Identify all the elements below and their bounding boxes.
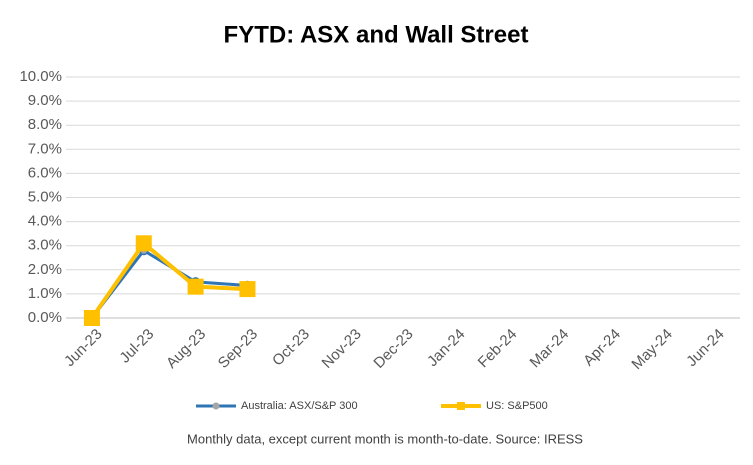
x-tick-label: Dec-23	[370, 326, 416, 372]
y-tick-label: 2.0%	[28, 261, 62, 278]
x-tick-label: Jul-23	[116, 326, 157, 367]
x-tick-label: Oct-23	[269, 326, 313, 370]
series-line	[90, 241, 248, 320]
marker	[239, 281, 256, 298]
legend-label: Australia: ASX/S&P 300	[241, 400, 358, 412]
y-tick-label: 10.0%	[19, 68, 62, 85]
legend-label: US: S&P500	[486, 400, 548, 412]
marker	[83, 310, 100, 326]
x-tick-label: Nov-23	[319, 326, 365, 372]
y-tick-label: 7.0%	[28, 140, 62, 157]
marker	[135, 235, 152, 252]
y-tick-label: 8.0%	[28, 116, 62, 133]
marker	[187, 278, 204, 295]
x-tick-label: Jun-23	[61, 326, 105, 370]
y-tick-label: 5.0%	[28, 188, 62, 205]
legend-marker	[212, 402, 220, 410]
x-tick-label: Sep-23	[215, 326, 261, 372]
legend-marker	[457, 402, 465, 410]
x-tick-label: Jan-24	[424, 326, 468, 370]
x-tick-label: Mar-24	[527, 326, 573, 372]
footnote: Monthly data, except current month is mo…	[187, 431, 583, 446]
y-tick-label: 6.0%	[28, 164, 62, 181]
y-tick-label: 3.0%	[28, 237, 62, 254]
y-tick-label: 9.0%	[28, 92, 62, 109]
y-tick-label: 0.0%	[28, 309, 62, 326]
x-tick-label: May-24	[628, 326, 675, 373]
x-tick-label: Aug-23	[163, 326, 209, 372]
y-tick-label: 1.0%	[28, 285, 62, 302]
x-tick-label: Feb-24	[475, 326, 521, 372]
x-tick-label: Jun-24	[683, 326, 727, 370]
y-tick-label: 4.0%	[28, 213, 62, 230]
x-tick-label: Apr-24	[580, 326, 624, 370]
chart-title: FYTD: ASX and Wall Street	[224, 21, 529, 48]
